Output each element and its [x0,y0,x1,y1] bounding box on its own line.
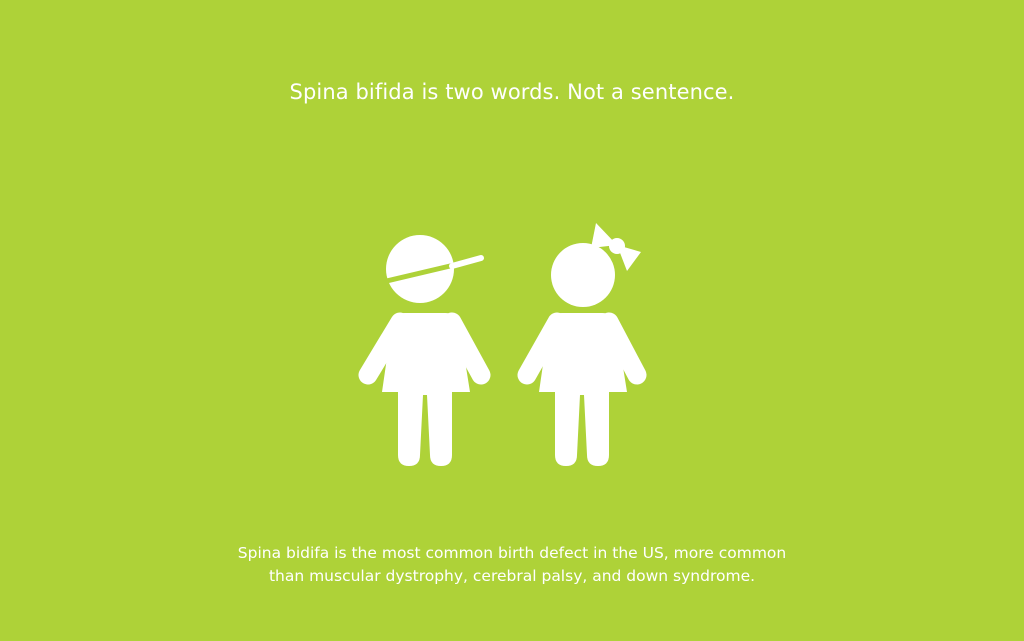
girl-figure-icon [517,223,647,466]
caption-line-2: than muscular dystrophy, cerebral palsy,… [268,567,756,585]
headline: Spina bifida is two words. Not a sentenc… [289,80,735,104]
boy-figure-icon [358,235,491,466]
children-illustration [358,223,647,466]
caption: Spina bidifa is the most common birth de… [0,542,1024,588]
hair-bow-icon [591,223,641,271]
caption-line-1: Spina bidifa is the most common birth de… [237,544,787,562]
